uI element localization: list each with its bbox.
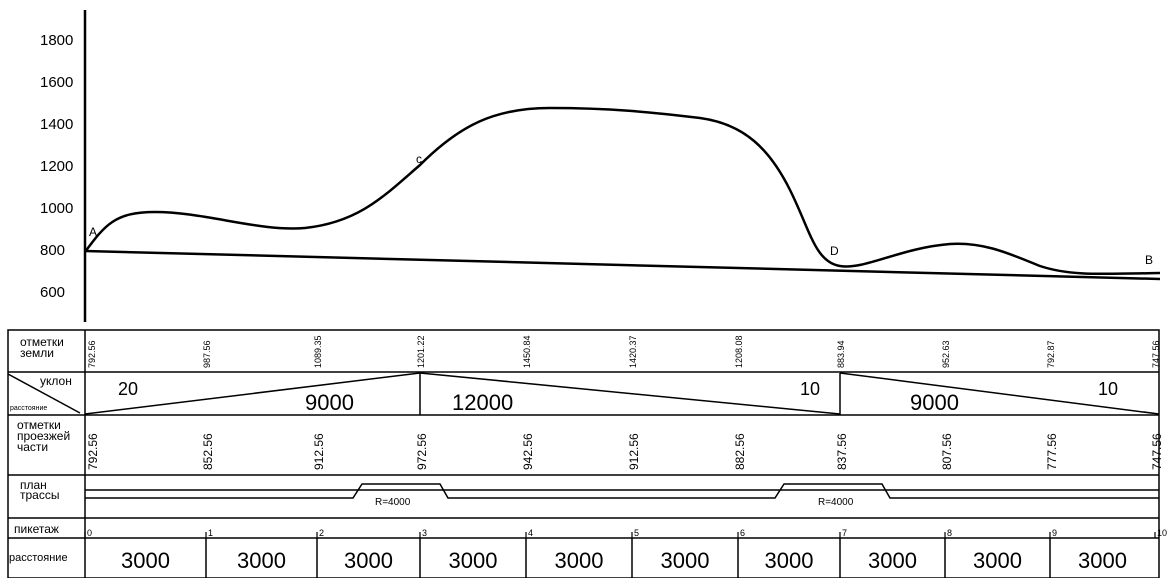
plan-texts: R=4000 R=4000 bbox=[375, 497, 854, 508]
ground-values: 792.56 987.56 1089.35 1201.22 1450.84 1420.37… bbox=[87, 335, 1161, 368]
distance-value-3: 3000 bbox=[449, 548, 498, 573]
slope-seg-3 bbox=[839, 372, 1160, 415]
y-tick-label-1400: 1400 bbox=[40, 116, 73, 133]
roadway-value-10: 747.56 bbox=[1150, 433, 1164, 470]
distance-value-9: 3000 bbox=[1078, 548, 1127, 573]
distance-value-6: 3000 bbox=[765, 548, 814, 573]
distance-value-5: 3000 bbox=[661, 548, 710, 573]
ground-value-4: 1450.84 bbox=[522, 335, 532, 368]
row-labels: отметкиземлиуклонрасстояниеотметкипроезж… bbox=[9, 335, 72, 564]
y-tick-label-600: 600 bbox=[40, 284, 65, 301]
y-tick-label-1200: 1200 bbox=[40, 158, 73, 175]
slope-seg-2 bbox=[419, 372, 841, 415]
piket-mark-4: 4 bbox=[528, 528, 533, 538]
design-grade-line bbox=[84, 249, 1161, 281]
slope-texts: 20 9000 10 12000 10 9000 bbox=[118, 379, 1118, 415]
distance-value-8: 3000 bbox=[973, 548, 1022, 573]
y-tick-label-1000: 1000 bbox=[40, 200, 73, 217]
slope-value-3: 10 bbox=[1098, 379, 1118, 399]
distance-sublabel: расстояние bbox=[10, 405, 47, 412]
ground-value-5: 1420.37 bbox=[628, 335, 638, 368]
slope-length-2: 12000 bbox=[452, 390, 513, 415]
ground-value-0: 792.56 bbox=[87, 340, 97, 368]
ground-value-7: 883.94 bbox=[836, 340, 846, 368]
roadway-row-label-line-0: отметки bbox=[17, 418, 61, 432]
y-tick-label-800: 800 bbox=[40, 242, 65, 259]
slope-length-1: 9000 bbox=[305, 390, 354, 415]
table-frame bbox=[7, 329, 1160, 578]
distance-value-1: 3000 bbox=[237, 548, 286, 573]
distance-value-2: 3000 bbox=[344, 548, 393, 573]
profile-table bbox=[7, 329, 1160, 578]
piket-marks: 0 1 2 3 4 5 6 7 8 9 10 bbox=[84, 528, 1167, 538]
roadway-value-7: 837.56 bbox=[835, 433, 849, 470]
slope-row-label: уклон bbox=[40, 374, 72, 388]
roadway-value-6: 882.56 bbox=[733, 433, 747, 470]
y-tick-label-1800: 1800 bbox=[40, 32, 73, 49]
roadway-value-3: 972.56 bbox=[415, 433, 429, 470]
ground-value-3: 1201.22 bbox=[416, 335, 426, 368]
roadway-values: 792.56 852.56 912.56 972.56 942.56 912.56 882.… bbox=[86, 433, 1164, 470]
ground-value-8: 952.63 bbox=[941, 340, 951, 368]
piket-mark-7: 7 bbox=[842, 528, 847, 538]
point-label-b: B bbox=[1145, 253, 1153, 267]
ground-row-label-line-1: земли bbox=[20, 346, 54, 360]
distance-value-4: 3000 bbox=[555, 548, 604, 573]
ground-value-2: 1089.35 bbox=[313, 335, 323, 368]
profile-graph bbox=[83, 10, 1161, 322]
plan-row-label-line-0: план bbox=[20, 478, 47, 492]
point-label-d: D bbox=[830, 244, 839, 258]
distance-cells: 3000 3000 3000 3000 3000 3000 3000 3000 3000 3000 bbox=[121, 538, 1127, 578]
piket-mark-1: 1 bbox=[208, 528, 213, 538]
piket-row-label: пикетаж bbox=[14, 522, 59, 536]
roadway-value-2: 912.56 bbox=[312, 433, 326, 470]
ground-value-1: 987.56 bbox=[202, 340, 212, 368]
piket-mark-5: 5 bbox=[634, 528, 639, 538]
piket-mark-6: 6 bbox=[740, 528, 745, 538]
point-label-a: A bbox=[89, 225, 97, 239]
piket-mark-10: 10 bbox=[1157, 528, 1167, 538]
plan-row-label-line-1: трассы bbox=[20, 488, 59, 502]
slope-label-diagonal bbox=[7, 373, 81, 414]
roadway-value-1: 852.56 bbox=[201, 433, 215, 470]
roadway-row-label-line-2: части bbox=[17, 440, 48, 454]
ground-profile-line bbox=[83, 106, 1161, 276]
roadway-value-8: 807.56 bbox=[940, 433, 954, 470]
point-label-c: c bbox=[416, 152, 422, 166]
piket-mark-8: 8 bbox=[947, 528, 952, 538]
slope-seg-1 bbox=[84, 372, 421, 415]
distance-value-0: 3000 bbox=[121, 548, 170, 573]
y-tick-labels: 1800 1600 1400 1200 1000 800 600 bbox=[40, 32, 73, 301]
slope-length-3: 9000 bbox=[910, 390, 959, 415]
ground-value-10: 747.56 bbox=[1151, 340, 1161, 368]
piket-mark-2: 2 bbox=[319, 528, 324, 538]
point-labels: Ac D B bbox=[89, 152, 1153, 267]
piket-mark-3: 3 bbox=[422, 528, 427, 538]
distance-row-label: расстояние bbox=[9, 552, 68, 564]
plan-curve-label-1: R=4000 bbox=[375, 497, 411, 508]
ground-row-label-line-0: отметки bbox=[20, 335, 64, 349]
y-tick-label-1600: 1600 bbox=[40, 74, 73, 91]
slope-value-2: 10 bbox=[800, 379, 820, 399]
plan-curve-label-2: R=4000 bbox=[818, 497, 854, 508]
roadway-value-0: 792.56 bbox=[86, 433, 100, 470]
roadway-row-label-line-1: проезжей bbox=[17, 429, 70, 443]
piket-mark-9: 9 bbox=[1052, 528, 1057, 538]
slope-value-1: 20 bbox=[118, 379, 138, 399]
ground-value-9: 792.87 bbox=[1046, 340, 1056, 368]
plan-line-lower bbox=[85, 483, 1159, 499]
distance-value-7: 3000 bbox=[868, 548, 917, 573]
roadway-value-5: 912.56 bbox=[627, 433, 641, 470]
roadway-value-4: 942.56 bbox=[521, 433, 535, 470]
ground-value-6: 1208.08 bbox=[734, 335, 744, 368]
piket-mark-0: 0 bbox=[87, 528, 92, 538]
roadway-value-9: 777.56 bbox=[1045, 433, 1059, 470]
